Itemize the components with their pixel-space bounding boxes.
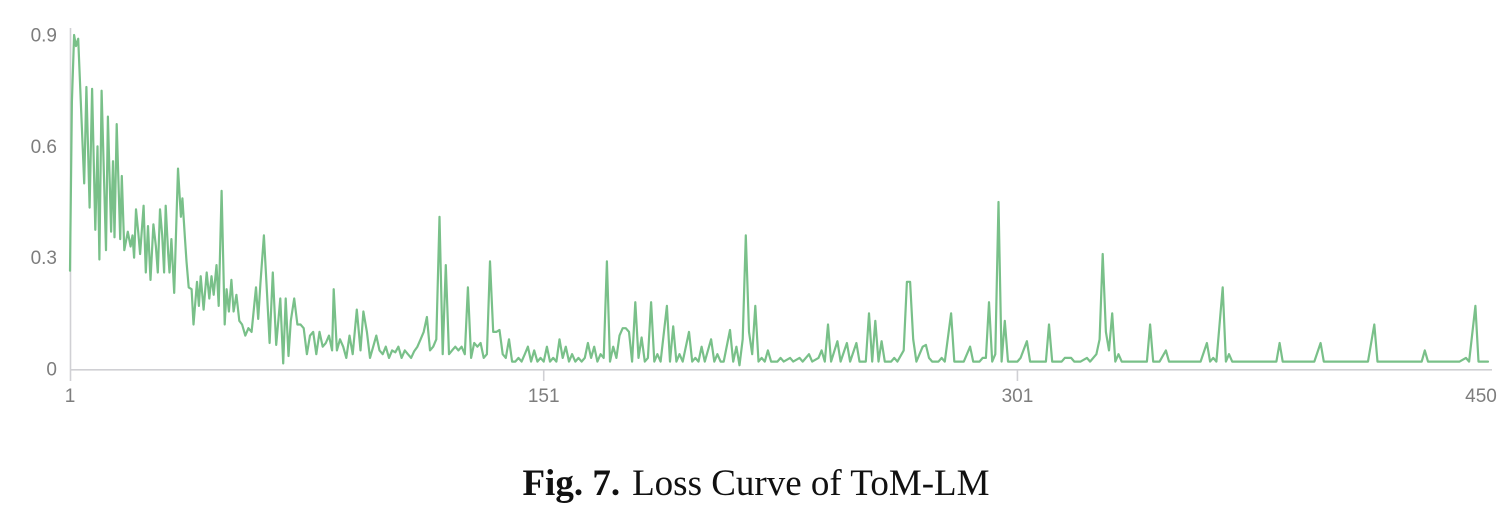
chart-area: 0 0.3 0.6 0.9 1 151 301 450 [31, 26, 1497, 408]
loss-curve-chart: 0 0.3 0.6 0.9 1 151 301 450 [31, 26, 1497, 408]
caption-label: Fig. 7. [522, 463, 621, 504]
x-tick-label: 1 [65, 386, 76, 407]
y-tick-label: 0.3 [31, 248, 57, 269]
figure-caption: Fig. 7. Loss Curve of ToM-LM [0, 462, 1512, 505]
loss-curve-line [68, 33, 1490, 367]
y-tick-label: 0 [46, 360, 57, 381]
x-tick-label: 151 [528, 386, 560, 407]
x-tick-label: 450 [1465, 386, 1497, 407]
y-tick-label: 0.9 [31, 26, 57, 47]
y-tick-label: 0.6 [31, 137, 57, 158]
x-tick-label: 301 [1002, 386, 1034, 407]
caption-title: Loss Curve of ToM-LM [632, 463, 990, 504]
